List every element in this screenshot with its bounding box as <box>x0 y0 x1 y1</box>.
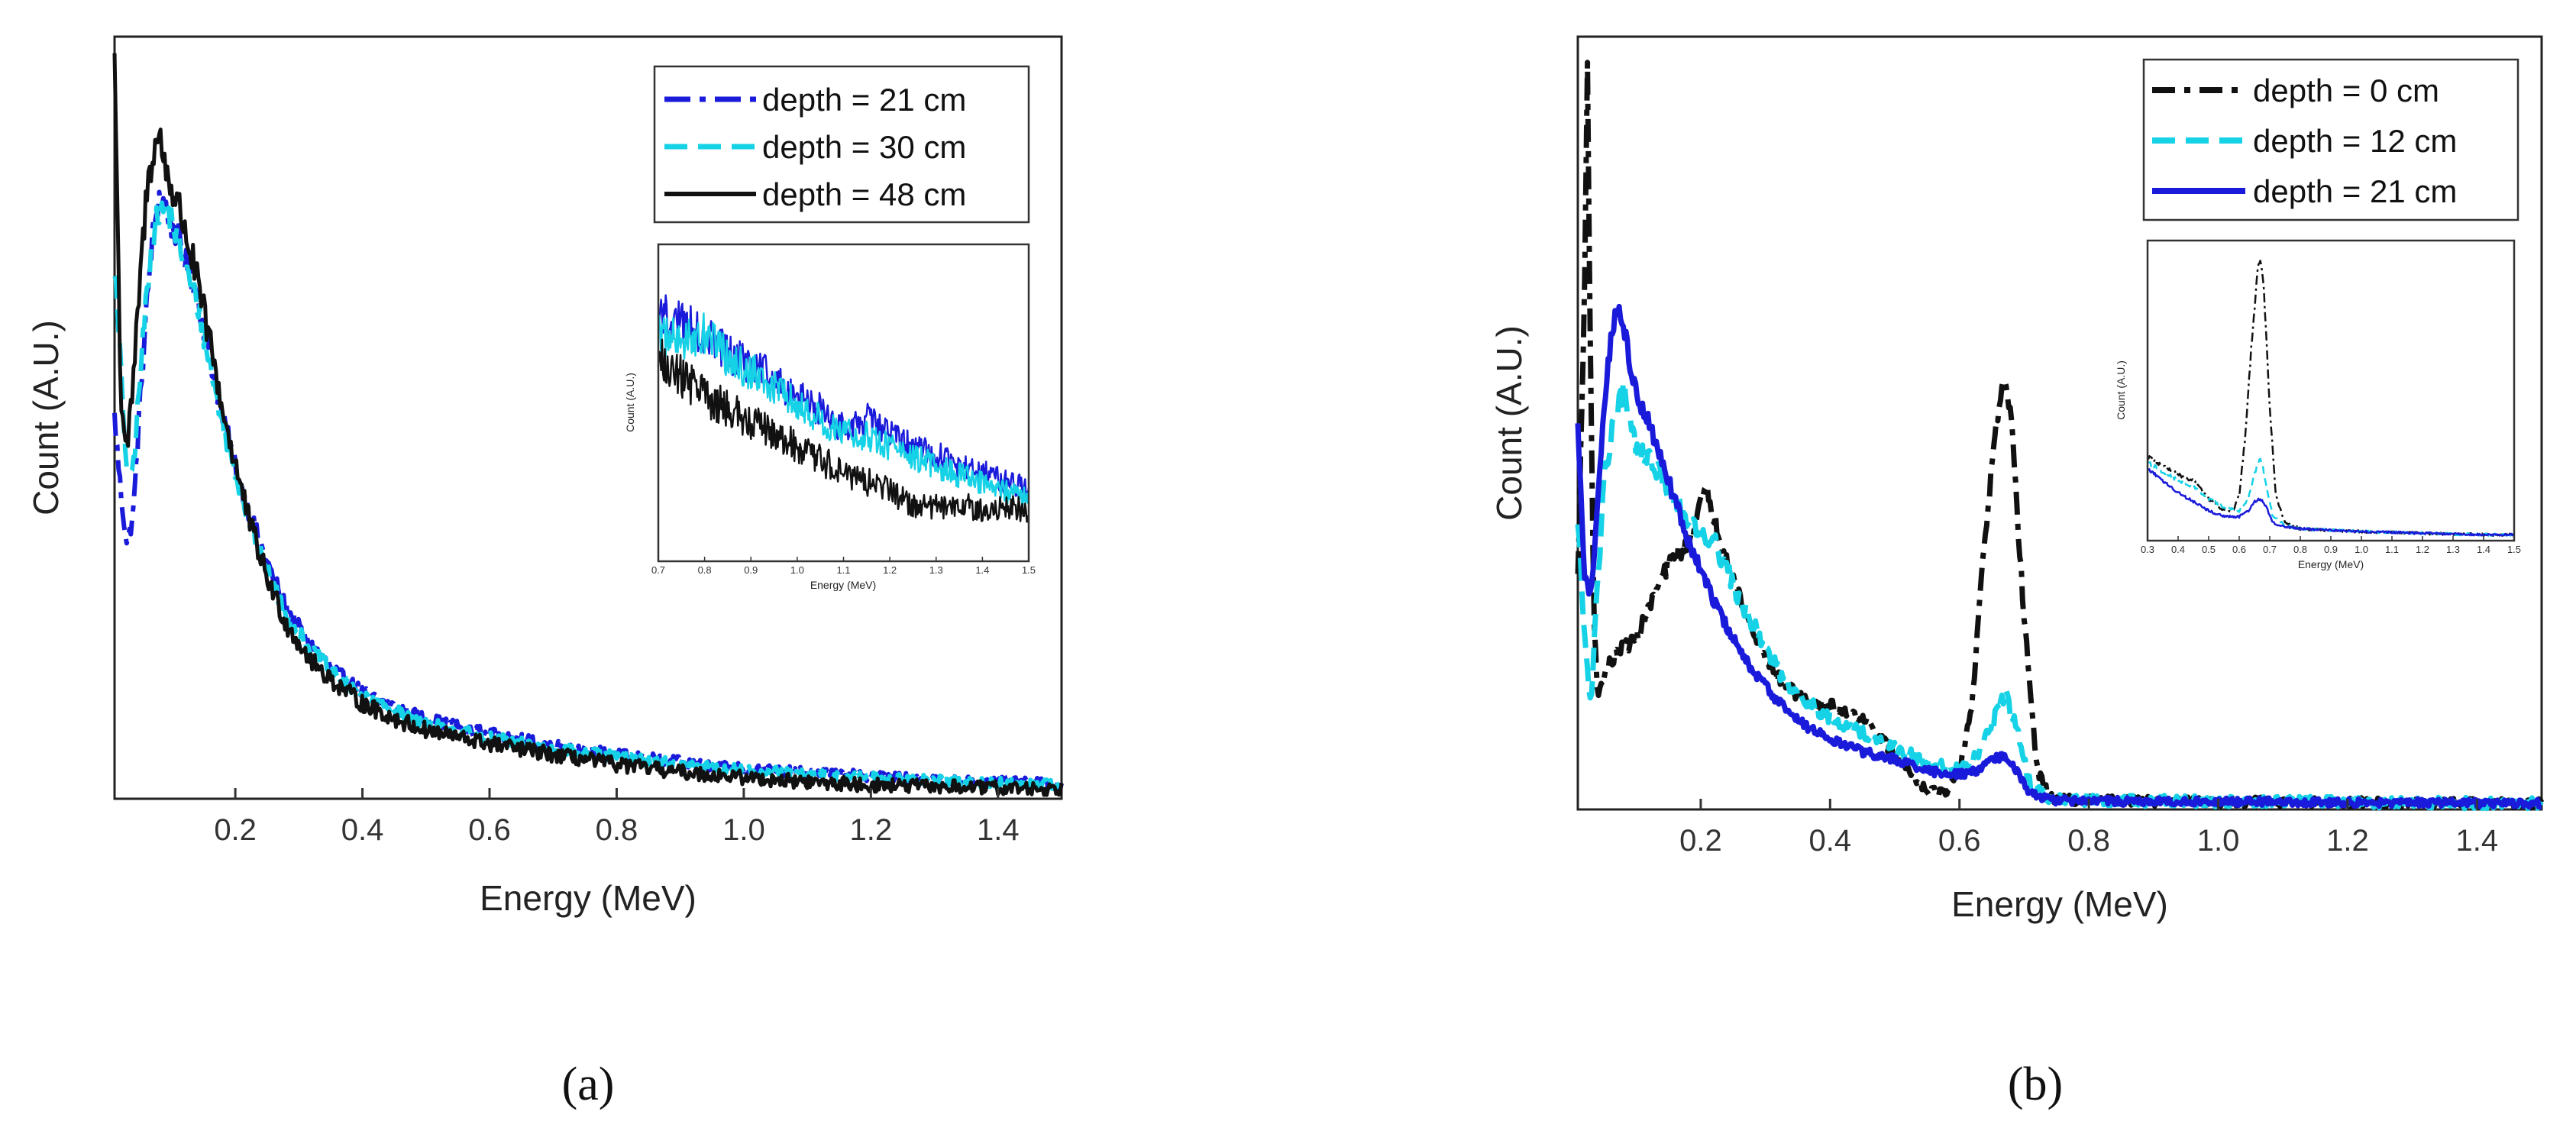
panel-a-xtick-label: 0.4 <box>341 813 384 847</box>
panel-a-inset-xlabel: Energy (MeV) <box>810 579 876 591</box>
panel-b-inset-series-2 <box>2147 468 2515 537</box>
panel-b-legend-label-12cm: depth = 12 cm <box>2253 123 2457 159</box>
panel-b-inset-xtick-label: 0.4 <box>2171 544 2185 555</box>
panel-a-xtick-label: 0.6 <box>468 813 511 847</box>
panel-a-series-0 <box>112 189 1064 791</box>
panel-b-inset-xtick-label: 1.2 <box>2416 544 2429 555</box>
panel-a-inset-ylabel: Count (A.U.) <box>624 373 636 432</box>
panel-b-legend: depth = 0 cm depth = 12 cm depth = 21 cm <box>2142 58 2519 221</box>
panel-b-plot-frame <box>1576 35 2543 811</box>
panel-b-xtick-label: 0.6 <box>1938 824 1981 858</box>
panel-b-xtick-label: 1.2 <box>2326 824 2369 858</box>
panel-b-legend-label-0cm: depth = 0 cm <box>2253 73 2439 108</box>
panel-a-inset-xticks: 0.7 0.8 0.9 1.0 1.1 1.2 1.3 1.4 1.5 <box>651 557 1036 576</box>
panel-b-inset-bg <box>2148 241 2514 541</box>
panel-a-xtick-label: 1.2 <box>850 813 893 847</box>
panel-a-xtick-label: 1.0 <box>722 813 765 847</box>
panel-b-inset-xticks: 0.3 0.4 0.5 0.6 0.7 0.8 0.9 1.0 1.1 1.2 1.3 1.4 1.5 <box>2141 536 2521 555</box>
panel-b-xtick-label: 0.8 <box>2067 824 2110 858</box>
panel-a-label: (a) <box>562 1058 615 1110</box>
panel-a-xtick-label: 1.4 <box>977 813 1020 847</box>
panel-b-inset-xlabel: Energy (MeV) <box>2298 558 2364 570</box>
panel-b-inset-xtick-label: 0.8 <box>2293 544 2307 555</box>
panel-b-xtick-label: 0.2 <box>1679 824 1722 858</box>
panel-a-xtick-label: 0.2 <box>214 813 257 847</box>
panel-a-xlabel: Energy (MeV) <box>480 878 697 918</box>
panel-a-inset-series-1 <box>657 312 1029 509</box>
panel-a: 0.2 0.4 0.6 0.8 1.0 1.2 1.4 Energy (MeV) Count… <box>26 35 1064 1110</box>
panel-b-inset-xtick-label: 1.1 <box>2385 544 2399 555</box>
panel-a-curves <box>112 53 1064 797</box>
panel-b-inset-xtick-label: 0.6 <box>2232 544 2246 555</box>
panel-a-series-2 <box>112 53 1064 797</box>
panel-b-inset-xtick-label: 1.0 <box>2355 544 2368 555</box>
panel-b-inset: 0.3 0.4 0.5 0.6 0.7 0.8 0.9 1.0 1.1 1.2 1.3 1.4 1.5 … <box>2115 239 2521 570</box>
panel-b-xtick-label: 1.4 <box>2455 824 2498 858</box>
panel-a-ylabel: Count (A.U.) <box>26 320 66 515</box>
panel-b-label: (b) <box>2008 1058 2063 1110</box>
panel-b-inset-xtick-label: 0.3 <box>2141 544 2154 555</box>
panel-b-xlabel: Energy (MeV) <box>1951 884 2168 924</box>
panel-b: 0.2 0.4 0.6 0.8 1.0 1.2 1.4 Energy (MeV) Count… <box>1489 35 2545 1110</box>
panel-b-series-2 <box>1575 303 2543 810</box>
panel-b-inset-xtick-label: 0.7 <box>2263 544 2277 555</box>
panel-b-xticks: 0.2 0.4 0.6 0.8 1.0 1.2 1.4 <box>1679 799 2498 858</box>
panel-a-inset-xtick-label: 1.2 <box>883 564 897 576</box>
panel-a-inset-curves <box>657 294 1030 523</box>
panel-a-inset-xtick-label: 1.4 <box>975 564 989 576</box>
panel-b-inset-curves <box>2146 260 2515 538</box>
panel-a-legend: depth = 21 cm depth = 30 cm depth = 48 c… <box>653 65 1030 224</box>
panel-a-inset-xtick-label: 1.3 <box>929 564 943 576</box>
panel-b-curves <box>1575 60 2545 812</box>
panel-b-legend-label-21cm: depth = 21 cm <box>2253 173 2457 209</box>
panel-b-xtick-label: 1.0 <box>2197 824 2240 858</box>
panel-a-inset-xtick-label: 0.8 <box>698 564 712 576</box>
panel-a-legend-label-21cm: depth = 21 cm <box>762 82 966 118</box>
panel-b-inset-ylabel: Count (A.U.) <box>2115 360 2127 420</box>
panel-a-inset-xtick-label: 0.9 <box>744 564 758 576</box>
panel-a-inset-series-2 <box>657 338 1030 523</box>
panel-a-inset-xtick-label: 1.0 <box>790 564 804 576</box>
panel-a-xticks: 0.2 0.4 0.6 0.8 1.0 1.2 1.4 <box>214 788 1020 847</box>
panel-a-inset-xtick-label: 1.5 <box>1022 564 1036 576</box>
panel-a-inset-xtick-label: 1.1 <box>836 564 850 576</box>
panel-b-inset-xtick-label: 1.5 <box>2507 544 2521 555</box>
panel-a-inset-xtick-label: 0.7 <box>651 564 665 576</box>
panel-b-inset-xtick-label: 1.3 <box>2446 544 2460 555</box>
panel-b-inset-xtick-label: 0.5 <box>2202 544 2216 555</box>
panel-a-legend-label-30cm: depth = 30 cm <box>762 129 966 165</box>
panel-a-legend-label-48cm: depth = 48 cm <box>762 176 966 212</box>
panel-b-xtick-label: 0.4 <box>1809 824 1852 858</box>
panel-a-xtick-label: 0.8 <box>596 813 638 847</box>
panel-b-inset-xtick-label: 1.4 <box>2477 544 2490 555</box>
panel-b-inset-xtick-label: 0.9 <box>2324 544 2338 555</box>
panel-a-inset: 0.7 0.8 0.9 1.0 1.1 1.2 1.3 1.4 1.5 Energy (MeV)… <box>624 243 1036 591</box>
panel-b-ylabel: Count (A.U.) <box>1489 325 1529 521</box>
